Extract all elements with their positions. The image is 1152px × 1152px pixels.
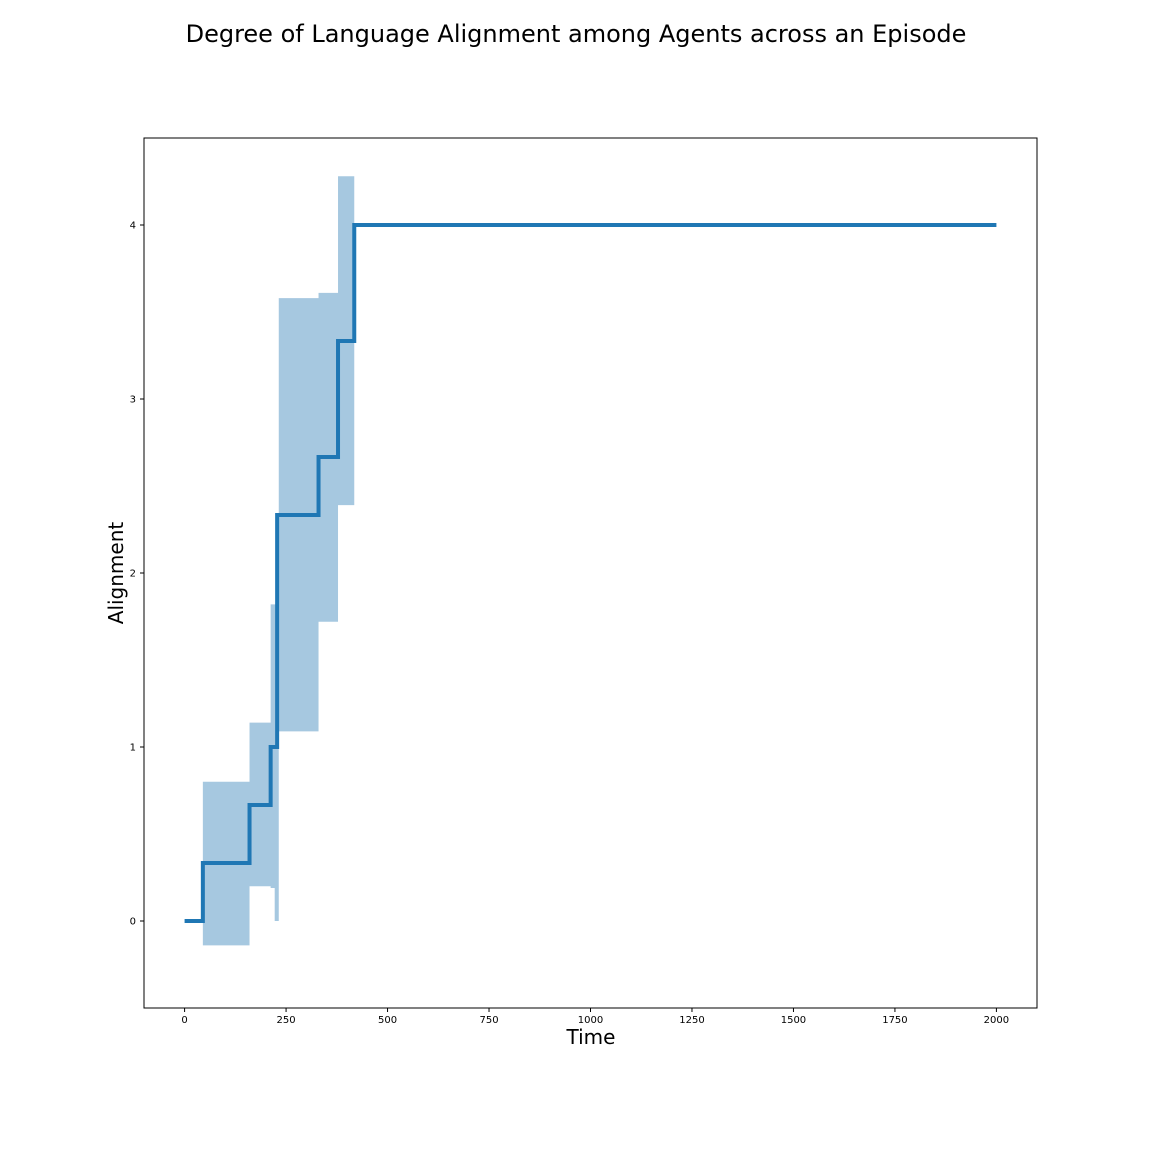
alignment-line [184, 223, 997, 923]
confidence-band [202, 176, 355, 946]
x-tick-label: 750 [479, 1015, 498, 1026]
x-tick-label: 1500 [781, 1015, 806, 1026]
x-tick-label: 1250 [679, 1015, 704, 1026]
band-area [202, 176, 355, 946]
x-tick-label: 2000 [984, 1015, 1009, 1026]
y-axis-label: Alignment [104, 522, 128, 625]
y-tick-label: 0 [130, 917, 136, 928]
x-axis: 0 250 500 750 1000 1250 1500 1750 2000 [181, 1008, 1009, 1026]
y-tick-label: 2 [130, 569, 136, 580]
x-tick-label: 1750 [882, 1015, 907, 1026]
y-tick-label: 4 [130, 221, 136, 232]
x-tick-label: 0 [181, 1015, 187, 1026]
y-axis: 0 1 2 3 4 [130, 221, 144, 928]
y-tick-label: 1 [130, 743, 136, 754]
chart-title: Degree of Language Alignment among Agent… [186, 20, 967, 48]
x-tick-label: 500 [378, 1015, 397, 1026]
x-tick-label: 1000 [578, 1015, 603, 1026]
series-line [184, 223, 997, 923]
x-axis-label: Time [566, 1025, 616, 1049]
x-tick-label: 250 [277, 1015, 296, 1026]
y-tick-label: 3 [130, 395, 136, 406]
